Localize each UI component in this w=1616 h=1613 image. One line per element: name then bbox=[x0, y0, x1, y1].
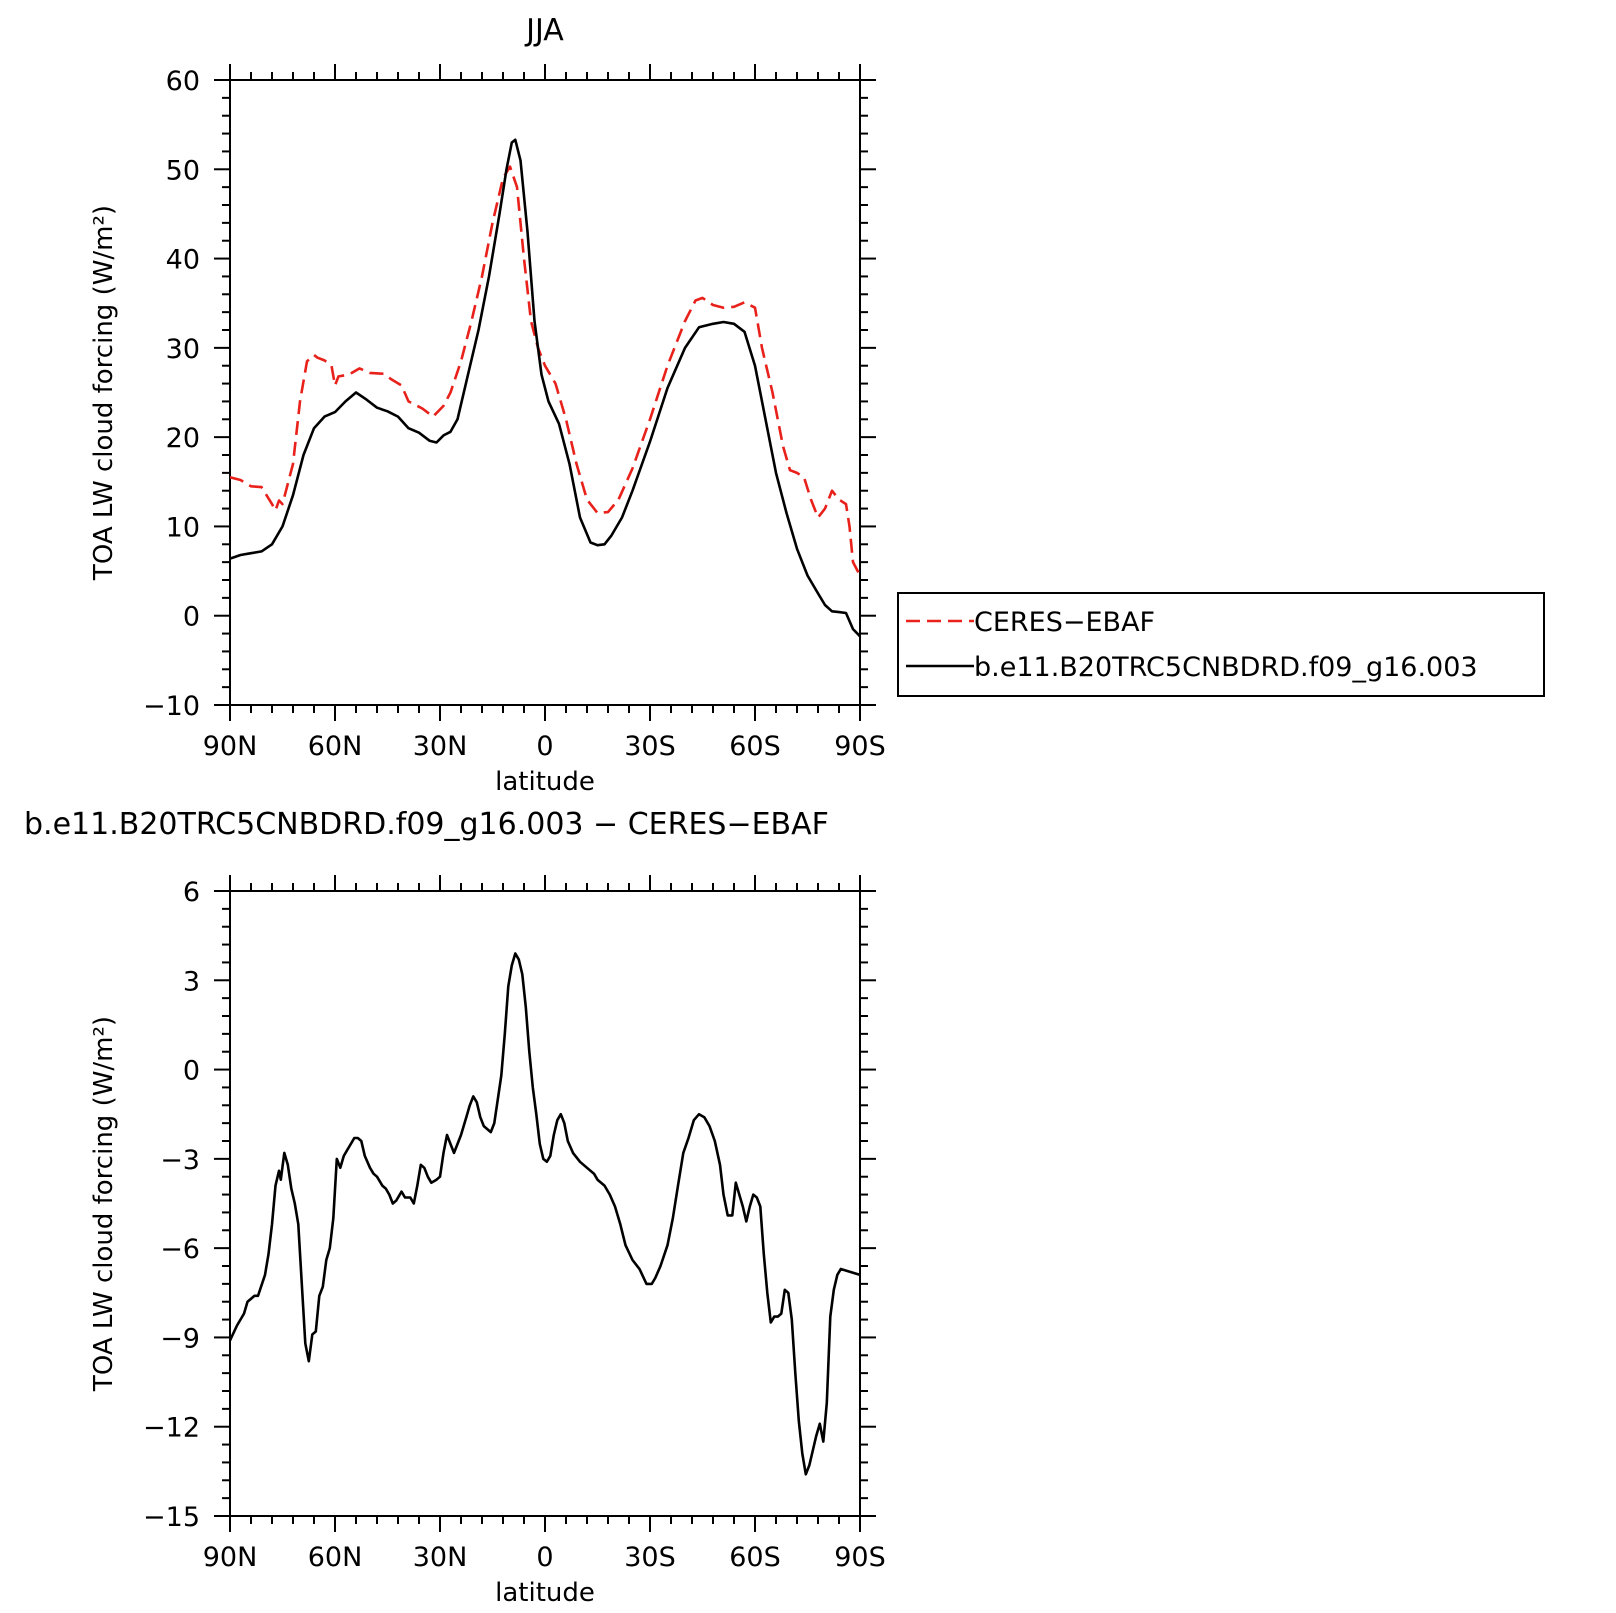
legend-label-0: CERES−EBAF bbox=[974, 607, 1155, 638]
y-tick-label: 50 bbox=[166, 155, 200, 186]
chart-title: b.e11.B20TRC5CNBDRD.f09_g16.003 − CERES−… bbox=[24, 807, 829, 842]
x-tick-label: 90S bbox=[834, 1542, 886, 1573]
legend-box bbox=[897, 592, 1545, 697]
y-tick-label: −15 bbox=[143, 1502, 200, 1533]
x-tick-label: 30N bbox=[413, 731, 468, 762]
y-tick-label: 60 bbox=[166, 66, 200, 97]
x-tick-label: 90N bbox=[203, 1542, 258, 1573]
series-line-1 bbox=[230, 138, 860, 638]
x-tick-label: 60S bbox=[729, 731, 781, 762]
y-axis-label: TOA LW cloud forcing (W/m²) bbox=[89, 205, 119, 581]
y-tick-label: 30 bbox=[166, 334, 200, 365]
y-tick-label: 10 bbox=[166, 512, 200, 543]
series-line-0 bbox=[230, 165, 860, 577]
y-tick-label: −6 bbox=[160, 1234, 200, 1265]
y-tick-label: −12 bbox=[143, 1413, 200, 1444]
x-axis-label: latitude bbox=[495, 1578, 595, 1608]
y-tick-label: 3 bbox=[183, 966, 200, 997]
y-tick-label: 6 bbox=[183, 877, 200, 908]
x-tick-label: 90N bbox=[203, 731, 258, 762]
chart-title: JJA bbox=[524, 13, 564, 48]
y-tick-label: −9 bbox=[160, 1323, 200, 1354]
y-tick-label: 20 bbox=[166, 423, 200, 454]
x-tick-label: 90S bbox=[834, 731, 886, 762]
x-tick-label: 0 bbox=[536, 731, 553, 762]
x-tick-label: 30S bbox=[624, 1542, 676, 1573]
y-tick-label: −3 bbox=[160, 1145, 200, 1176]
plot-frame bbox=[229, 890, 861, 1517]
bottom-chart: b.e11.B20TRC5CNBDRD.f09_g16.003 − CERES−… bbox=[24, 807, 886, 1608]
x-tick-label: 30S bbox=[624, 731, 676, 762]
y-tick-label: 0 bbox=[183, 1056, 200, 1087]
y-tick-label: 0 bbox=[183, 602, 200, 633]
x-tick-label: 60S bbox=[729, 1542, 781, 1573]
x-tick-label: 0 bbox=[536, 1542, 553, 1573]
top-chart: JJA −10 0 10 20 30 40 50 60 90N 60N 30N 0 30S 60S 90S la… bbox=[89, 13, 886, 797]
legend-label-1: b.e11.B20TRC5CNBDRD.f09_g16.003 bbox=[974, 652, 1478, 683]
legend: CERES−EBAF b.e11.B20TRC5CNBDRD.f09_g16.00… bbox=[897, 592, 1545, 697]
series-line-0 bbox=[230, 952, 860, 1476]
y-tick-label: 40 bbox=[166, 245, 200, 276]
x-tick-label: 60N bbox=[308, 731, 363, 762]
x-axis-label: latitude bbox=[495, 767, 595, 797]
x-tick-label: 60N bbox=[308, 1542, 363, 1573]
y-axis-label: TOA LW cloud forcing (W/m²) bbox=[89, 1016, 119, 1392]
y-tick-label: −10 bbox=[143, 691, 200, 722]
x-tick-label: 30N bbox=[413, 1542, 468, 1573]
